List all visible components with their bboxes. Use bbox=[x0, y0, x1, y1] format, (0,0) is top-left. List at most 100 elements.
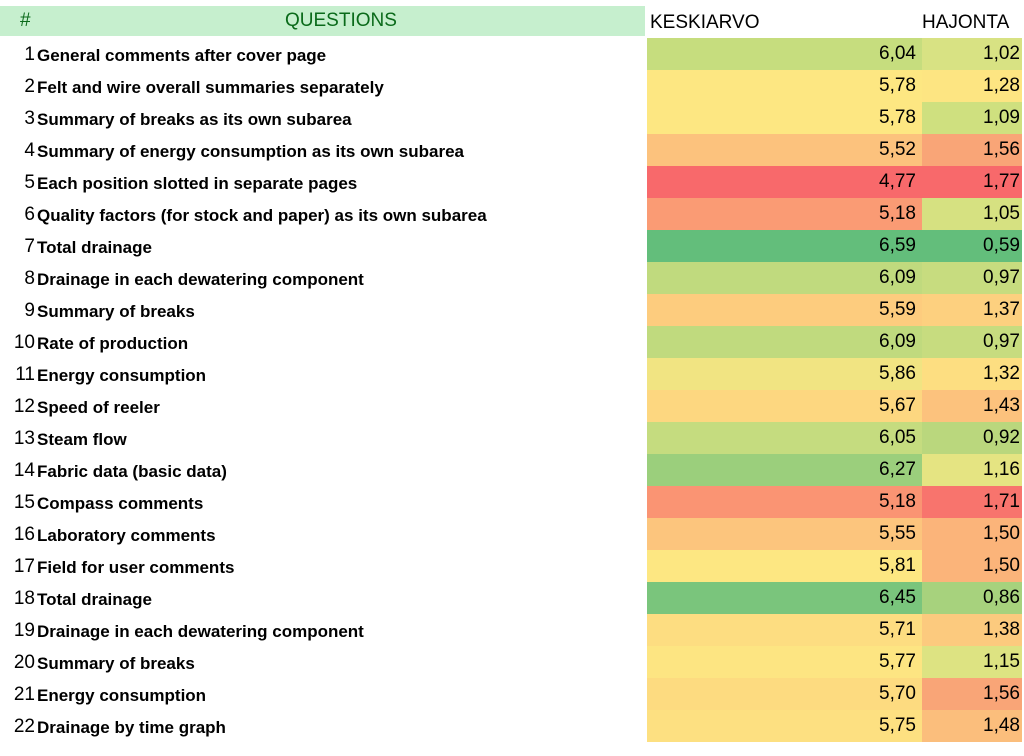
question-text: Energy consumption bbox=[37, 678, 206, 710]
std-value-cell: 1,16 bbox=[922, 454, 1022, 486]
table-row: 1 General comments after cover page 6,04 1,… bbox=[0, 38, 1024, 70]
question-text: Energy consumption bbox=[37, 358, 206, 390]
mean-value-cell: 5,81 bbox=[647, 550, 922, 582]
mean-column-header: KESKIARVO bbox=[650, 12, 759, 34]
question-text: Field for user comments bbox=[37, 550, 234, 582]
std-value-cell: 1,02 bbox=[922, 38, 1022, 70]
questions-column-header: QUESTIONS bbox=[285, 10, 397, 32]
mean-value-cell: 5,59 bbox=[647, 294, 922, 326]
mean-value-cell: 5,55 bbox=[647, 518, 922, 550]
table-row: 10 Rate of production 6,09 0,97 bbox=[0, 326, 1024, 358]
question-text: Summary of breaks bbox=[37, 294, 195, 326]
question-text: Felt and wire overall summaries separate… bbox=[37, 70, 384, 102]
std-value-cell: 1,05 bbox=[922, 198, 1022, 230]
mean-value-cell: 5,52 bbox=[647, 134, 922, 166]
std-value-cell: 1,37 bbox=[922, 294, 1022, 326]
std-value-cell: 0,97 bbox=[922, 262, 1022, 294]
std-value-cell: 1,32 bbox=[922, 358, 1022, 390]
question-text: Drainage by time graph bbox=[37, 710, 226, 742]
question-text: Summary of breaks as its own subarea bbox=[37, 102, 352, 134]
row-number: 13 bbox=[0, 422, 35, 454]
mean-value-cell: 5,18 bbox=[647, 198, 922, 230]
question-text: Quality factors (for stock and paper) as… bbox=[37, 198, 487, 230]
table-header: # QUESTIONS KESKIARVO HAJONTA bbox=[0, 0, 1024, 38]
table-row: 21 Energy consumption 5,70 1,56 bbox=[0, 678, 1024, 710]
mean-value-cell: 6,09 bbox=[647, 326, 922, 358]
std-value-cell: 1,15 bbox=[922, 646, 1022, 678]
std-value-cell: 1,48 bbox=[922, 710, 1022, 742]
table-row: 13 Steam flow 6,05 0,92 bbox=[0, 422, 1024, 454]
std-column-header: HAJONTA bbox=[922, 12, 1009, 34]
std-value-cell: 0,86 bbox=[922, 582, 1022, 614]
row-number: 11 bbox=[0, 358, 35, 390]
row-number: 18 bbox=[0, 582, 35, 614]
question-text: Total drainage bbox=[37, 230, 152, 262]
row-number: 9 bbox=[0, 294, 35, 326]
table-row: 19 Drainage in each dewatering component 5… bbox=[0, 614, 1024, 646]
table-row: 14 Fabric data (basic data) 6,27 1,16 bbox=[0, 454, 1024, 486]
row-number: 8 bbox=[0, 262, 35, 294]
number-column-header: # bbox=[20, 10, 31, 32]
mean-value-cell: 6,09 bbox=[647, 262, 922, 294]
row-number: 16 bbox=[0, 518, 35, 550]
table-row: 15 Compass comments 5,18 1,71 bbox=[0, 486, 1024, 518]
row-number: 6 bbox=[0, 198, 35, 230]
table-row: 12 Speed of reeler 5,67 1,43 bbox=[0, 390, 1024, 422]
mean-value-cell: 6,05 bbox=[647, 422, 922, 454]
mean-value-cell: 5,78 bbox=[647, 102, 922, 134]
question-text: Laboratory comments bbox=[37, 518, 216, 550]
std-value-cell: 1,38 bbox=[922, 614, 1022, 646]
row-number: 19 bbox=[0, 614, 35, 646]
std-value-cell: 0,97 bbox=[922, 326, 1022, 358]
table-row: 22 Drainage by time graph 5,75 1,48 bbox=[0, 710, 1024, 742]
question-text: Compass comments bbox=[37, 486, 203, 518]
row-number: 4 bbox=[0, 134, 35, 166]
row-number: 12 bbox=[0, 390, 35, 422]
std-value-cell: 1,56 bbox=[922, 134, 1022, 166]
std-value-cell: 1,28 bbox=[922, 70, 1022, 102]
table-row: 9 Summary of breaks 5,59 1,37 bbox=[0, 294, 1024, 326]
mean-value-cell: 5,75 bbox=[647, 710, 922, 742]
row-number: 2 bbox=[0, 70, 35, 102]
mean-value-cell: 6,27 bbox=[647, 454, 922, 486]
table-body: 1 General comments after cover page 6,04 1,… bbox=[0, 38, 1024, 742]
table-row: 4 Summary of energy consumption as its ow… bbox=[0, 134, 1024, 166]
mean-value-cell: 5,18 bbox=[647, 486, 922, 518]
mean-value-cell: 6,45 bbox=[647, 582, 922, 614]
question-text: Steam flow bbox=[37, 422, 127, 454]
table-row: 20 Summary of breaks 5,77 1,15 bbox=[0, 646, 1024, 678]
std-value-cell: 1,50 bbox=[922, 518, 1022, 550]
question-text: Drainage in each dewatering component bbox=[37, 262, 364, 294]
table-row: 7 Total drainage 6,59 0,59 bbox=[0, 230, 1024, 262]
row-number: 7 bbox=[0, 230, 35, 262]
table-row: 16 Laboratory comments 5,55 1,50 bbox=[0, 518, 1024, 550]
table-row: 18 Total drainage 6,45 0,86 bbox=[0, 582, 1024, 614]
mean-value-cell: 6,04 bbox=[647, 38, 922, 70]
mean-value-cell: 5,67 bbox=[647, 390, 922, 422]
mean-value-cell: 5,71 bbox=[647, 614, 922, 646]
std-value-cell: 0,59 bbox=[922, 230, 1022, 262]
row-number: 14 bbox=[0, 454, 35, 486]
question-text: Total drainage bbox=[37, 582, 152, 614]
std-value-cell: 1,71 bbox=[922, 486, 1022, 518]
mean-value-cell: 5,78 bbox=[647, 70, 922, 102]
mean-value-cell: 5,77 bbox=[647, 646, 922, 678]
question-text: General comments after cover page bbox=[37, 38, 326, 70]
table-row: 17 Field for user comments 5,81 1,50 bbox=[0, 550, 1024, 582]
row-number: 22 bbox=[0, 710, 35, 742]
row-number: 3 bbox=[0, 102, 35, 134]
table-row: 3 Summary of breaks as its own subarea 5,7… bbox=[0, 102, 1024, 134]
question-text: Summary of breaks bbox=[37, 646, 195, 678]
mean-value-cell: 6,59 bbox=[647, 230, 922, 262]
std-value-cell: 1,09 bbox=[922, 102, 1022, 134]
row-number: 5 bbox=[0, 166, 35, 198]
std-value-cell: 1,43 bbox=[922, 390, 1022, 422]
std-value-cell: 1,77 bbox=[922, 166, 1022, 198]
mean-value-cell: 4,77 bbox=[647, 166, 922, 198]
question-text: Rate of production bbox=[37, 326, 188, 358]
question-text: Speed of reeler bbox=[37, 390, 160, 422]
question-text: Each position slotted in separate pages bbox=[37, 166, 357, 198]
question-text: Summary of energy consumption as its own… bbox=[37, 134, 464, 166]
question-text: Fabric data (basic data) bbox=[37, 454, 227, 486]
